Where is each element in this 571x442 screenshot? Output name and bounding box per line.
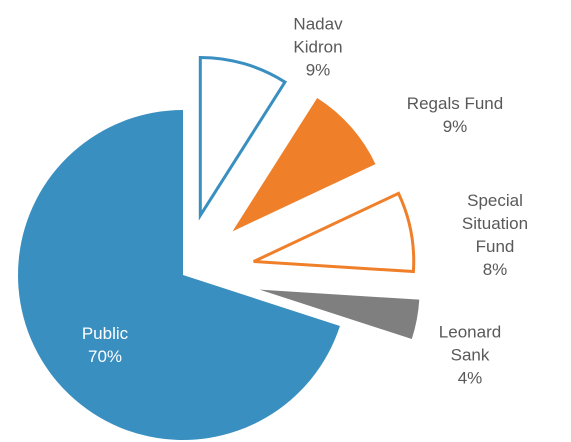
slice-label: Leonard Sank 4% bbox=[430, 321, 510, 390]
slice-label: Public 70% bbox=[65, 322, 145, 368]
slice-value: 4% bbox=[457, 368, 483, 388]
slice-name: Public bbox=[81, 324, 129, 343]
pie-slice bbox=[259, 289, 420, 340]
slice-value: 9% bbox=[442, 117, 468, 136]
slice-name: Nadav Kidron bbox=[293, 14, 343, 57]
pie-slice bbox=[253, 191, 416, 274]
slice-name: Regals Fund bbox=[406, 94, 504, 113]
slice-name: Special Situation Fund bbox=[461, 191, 529, 256]
slice-value: 8% bbox=[482, 260, 508, 279]
slice-value: 9% bbox=[305, 60, 331, 80]
slice-value: 70% bbox=[87, 347, 123, 366]
slice-label: Special Situation Fund 8% bbox=[450, 189, 540, 281]
pie-slice bbox=[198, 55, 288, 221]
pie-slice bbox=[17, 110, 340, 441]
slice-name: Leonard Sank bbox=[438, 322, 502, 365]
pie-slice bbox=[232, 97, 376, 232]
slice-label: Nadav Kidron 9% bbox=[283, 13, 353, 82]
slice-label: Regals Fund 9% bbox=[390, 92, 520, 138]
